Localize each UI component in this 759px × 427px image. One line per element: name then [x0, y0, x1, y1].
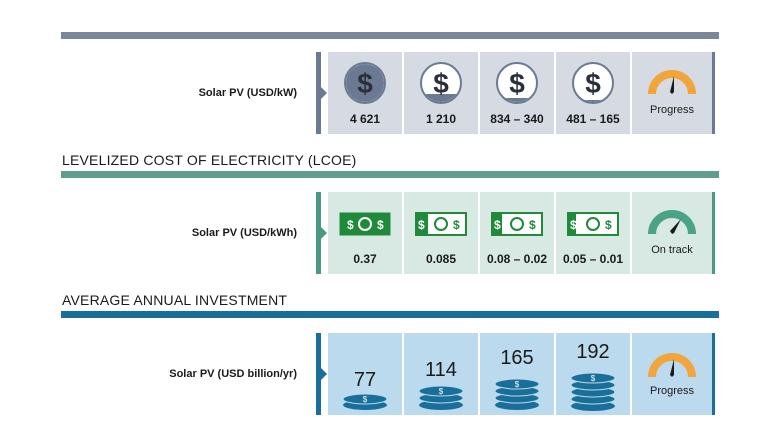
coin-stack-icon: $: [556, 366, 630, 412]
invest-section-title: AVERAGE ANNUAL INVESTMENT: [62, 292, 288, 308]
svg-text:$: $: [433, 68, 449, 99]
lcoe-section-title: LEVELIZED COST OF ELECTRICITY (LCOE): [62, 152, 357, 168]
invest-cell-3: 165 $: [480, 333, 554, 415]
banknote-icon: $ $: [328, 212, 402, 236]
cost-gauge-label: Progress: [649, 104, 695, 116]
lcoe-divider-bar: [61, 171, 719, 178]
cost-row-end-marker: [712, 52, 715, 134]
lcoe-row: Solar PV (USD/kWh) $ $ 0.37 $ $ 0.085: [61, 192, 719, 274]
invest-divider-bar: [61, 311, 719, 318]
lcoe-cell-1: $ $ 0.37: [328, 192, 402, 274]
svg-text:$: $: [529, 218, 536, 232]
cost-row-label: Solar PV (USD/kW): [198, 87, 297, 99]
invest-gauge-cell: Progress: [632, 333, 712, 415]
invest-gauge-label: Progress: [649, 385, 695, 397]
lcoe-value-4: 0.05 – 0.01: [562, 252, 624, 266]
dollar-coin-icon: $: [328, 60, 402, 106]
lcoe-gauge-cell: On track: [632, 192, 712, 274]
lcoe-value-1: 0.37: [353, 252, 377, 266]
coin-stack-icon: $: [328, 391, 402, 411]
svg-text:$: $: [605, 218, 612, 232]
gauge-icon: [632, 66, 712, 96]
invest-row-label: Solar PV (USD billion/yr): [169, 368, 297, 380]
svg-text:$: $: [494, 218, 501, 232]
banknote-icon: $ $: [404, 212, 478, 236]
svg-text:$: $: [363, 395, 368, 404]
cost-cell-1: $ 4 621: [328, 52, 402, 134]
lcoe-value-2: 0.085: [425, 252, 457, 266]
cost-value-4: 481 – 165: [566, 112, 620, 126]
svg-text:$: $: [347, 218, 354, 232]
svg-text:$: $: [377, 218, 384, 232]
gauge-icon: [632, 349, 712, 379]
dollar-coin-icon: $: [404, 60, 478, 106]
invest-row-arrow: [321, 368, 327, 380]
invest-row: Solar PV (USD billion/yr) 77 $ 114 $ 165: [61, 333, 719, 415]
dollar-coin-icon: $: [556, 60, 630, 106]
invest-cell-2: 114 $: [404, 333, 478, 415]
gauge-icon: [632, 206, 712, 236]
lcoe-row-label: Solar PV (USD/kWh): [191, 227, 297, 239]
lcoe-cell-3: $ $ 0.08 – 0.02: [480, 192, 554, 274]
cost-value-2: 1 210: [425, 112, 457, 126]
cost-cell-3: $ 834 – 340: [480, 52, 554, 134]
cost-cell-4: $ 481 – 165: [556, 52, 630, 134]
svg-text:$: $: [570, 218, 577, 232]
top-divider-bar: [61, 32, 719, 39]
cost-cell-2: $ 1 210: [404, 52, 478, 134]
cost-value-3: 834 – 340: [490, 112, 544, 126]
svg-text:$: $: [591, 374, 596, 383]
invest-row-marker: [316, 333, 321, 415]
svg-text:$: $: [418, 218, 425, 232]
lcoe-gauge-label: On track: [651, 244, 693, 256]
dollar-coin-icon: $: [480, 60, 554, 106]
invest-value-4: 192: [576, 341, 610, 363]
invest-value-2: 114: [425, 359, 457, 381]
invest-row-end-marker: [712, 333, 715, 415]
lcoe-row-marker: [316, 192, 321, 274]
invest-cell-4: 192 $: [556, 333, 630, 415]
svg-text:$: $: [453, 218, 460, 232]
banknote-icon: $ $: [480, 212, 554, 236]
invest-value-1: 77: [353, 369, 377, 391]
invest-value-3: 165: [500, 347, 534, 369]
coin-stack-icon: $: [404, 383, 478, 411]
svg-text:$: $: [585, 68, 601, 99]
cost-row-marker: [316, 52, 321, 134]
invest-cell-1: 77 $: [328, 333, 402, 415]
svg-text:$: $: [509, 68, 525, 99]
cost-gauge-cell: Progress: [632, 52, 712, 134]
lcoe-value-3: 0.08 – 0.02: [486, 252, 548, 266]
lcoe-row-end-marker: [712, 192, 715, 274]
coin-stack-icon: $: [480, 373, 554, 411]
cost-value-1: 4 621: [349, 112, 381, 126]
svg-text:$: $: [357, 68, 373, 99]
banknote-icon: $ $: [556, 212, 630, 236]
svg-text:$: $: [515, 380, 520, 389]
svg-text:$: $: [439, 387, 444, 396]
lcoe-row-arrow: [321, 227, 327, 239]
lcoe-cell-4: $ $ 0.05 – 0.01: [556, 192, 630, 274]
cost-row: Solar PV (USD/kW) $ 4 621 $ 1 210: [61, 52, 719, 134]
cost-row-arrow: [321, 87, 327, 99]
lcoe-cell-2: $ $ 0.085: [404, 192, 478, 274]
